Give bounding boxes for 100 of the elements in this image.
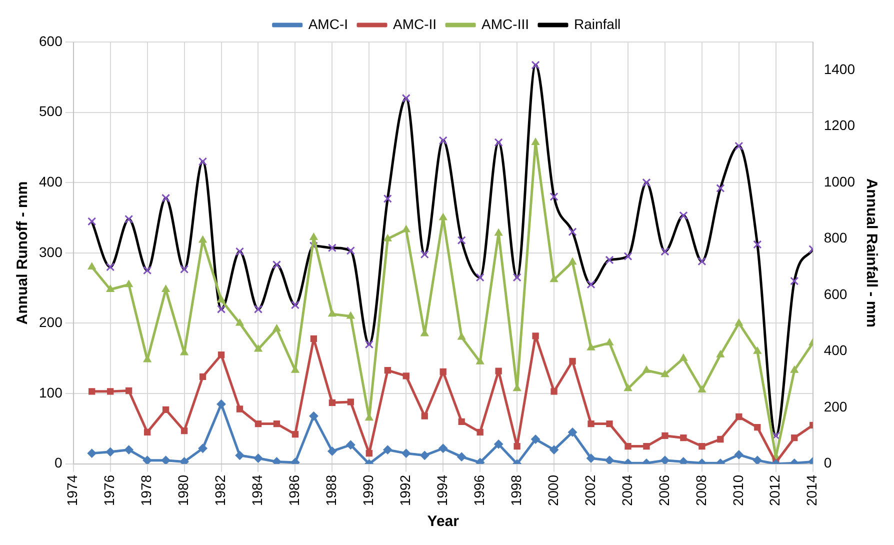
- point: [568, 428, 578, 437]
- point: [662, 432, 668, 440]
- x-tick-label: 1974: [64, 474, 80, 506]
- point: [494, 228, 503, 236]
- point: [754, 424, 761, 431]
- point: [550, 445, 559, 454]
- point: [642, 366, 650, 373]
- y-tick-label: 100: [39, 384, 63, 400]
- point: [272, 324, 281, 332]
- point: [438, 444, 448, 453]
- point: [124, 445, 134, 454]
- point: [236, 318, 244, 326]
- point: [106, 284, 114, 292]
- point: [254, 344, 262, 352]
- point: [402, 448, 411, 458]
- point: [198, 444, 208, 453]
- y-axis-title: Annual Runoff - mm: [14, 181, 32, 325]
- point: [568, 258, 576, 265]
- x-tick-label: 1980: [175, 474, 192, 506]
- point: [514, 442, 520, 450]
- point: [679, 354, 688, 361]
- point: [144, 428, 151, 436]
- point: [366, 450, 372, 457]
- point: [439, 213, 448, 220]
- point: [88, 388, 96, 395]
- point: [440, 368, 446, 376]
- y-tick-label: 0: [54, 454, 63, 471]
- point: [198, 236, 207, 243]
- y2-tick-label: 1200: [824, 117, 856, 134]
- point: [384, 234, 392, 242]
- point: [218, 352, 225, 358]
- x-tick-label: 1984: [249, 474, 266, 506]
- x-tick-label: 2012: [766, 474, 783, 506]
- x-tick-label: 1990: [360, 474, 376, 506]
- point: [624, 442, 632, 450]
- point: [698, 386, 706, 393]
- legend-label: Rainfall: [574, 16, 621, 32]
- point: [309, 412, 318, 421]
- point: [235, 450, 244, 460]
- point: [272, 457, 282, 464]
- point: [531, 434, 540, 444]
- y-tick-label: 400: [39, 173, 63, 190]
- point: [752, 456, 762, 464]
- point: [88, 262, 96, 270]
- point: [532, 138, 540, 146]
- point: [347, 398, 354, 406]
- point: [402, 372, 410, 380]
- x-tick-label: 1994: [434, 474, 450, 506]
- point: [383, 445, 392, 454]
- point: [791, 434, 798, 442]
- point: [142, 456, 152, 464]
- point: [606, 338, 614, 346]
- point: [588, 420, 594, 428]
- x-tick-label: 2004: [618, 474, 635, 506]
- point: [458, 418, 465, 425]
- point: [476, 357, 484, 364]
- point: [753, 346, 762, 354]
- point: [550, 275, 558, 282]
- x-tick-label: 2000: [544, 474, 561, 506]
- x-tick-label: 2014: [804, 474, 820, 506]
- point: [180, 457, 189, 464]
- x-axis-title: Year: [427, 513, 460, 530]
- x-tick-label: 1996: [470, 474, 487, 506]
- point: [495, 368, 502, 374]
- point: [643, 442, 650, 450]
- y2-tick-label: 200: [824, 398, 848, 414]
- point: [698, 442, 706, 450]
- point: [624, 384, 632, 392]
- point: [216, 400, 226, 409]
- point: [734, 450, 744, 460]
- x-tick-label: 2010: [730, 474, 746, 506]
- point: [790, 366, 798, 373]
- y-tick-label: 200: [39, 314, 63, 330]
- x-tick-label: 1998: [508, 474, 524, 506]
- legend-label: AMC-III: [482, 16, 529, 32]
- point: [716, 350, 724, 358]
- point: [254, 454, 263, 463]
- point: [106, 447, 115, 456]
- point: [717, 436, 724, 443]
- point: [476, 428, 484, 436]
- y2-axis-title: Annual Rainfall - mm: [862, 178, 880, 328]
- y2-tick-label: 400: [824, 342, 848, 358]
- point: [236, 406, 244, 412]
- point: [421, 412, 428, 420]
- legend-label: AMC-II: [392, 16, 437, 32]
- point: [125, 387, 132, 394]
- point: [162, 406, 170, 414]
- y2-tick-label: 1000: [824, 173, 856, 190]
- x-tick-label: 1988: [323, 474, 340, 506]
- point: [217, 296, 226, 303]
- point: [254, 420, 262, 428]
- point: [107, 388, 114, 395]
- point: [384, 367, 391, 374]
- point: [292, 430, 299, 438]
- point: [532, 332, 539, 340]
- y-tick-label: 500: [39, 103, 63, 120]
- point: [199, 373, 206, 380]
- y2-tick-label: 0: [824, 454, 832, 471]
- y-tick-label: 300: [39, 244, 63, 260]
- point: [604, 456, 614, 464]
